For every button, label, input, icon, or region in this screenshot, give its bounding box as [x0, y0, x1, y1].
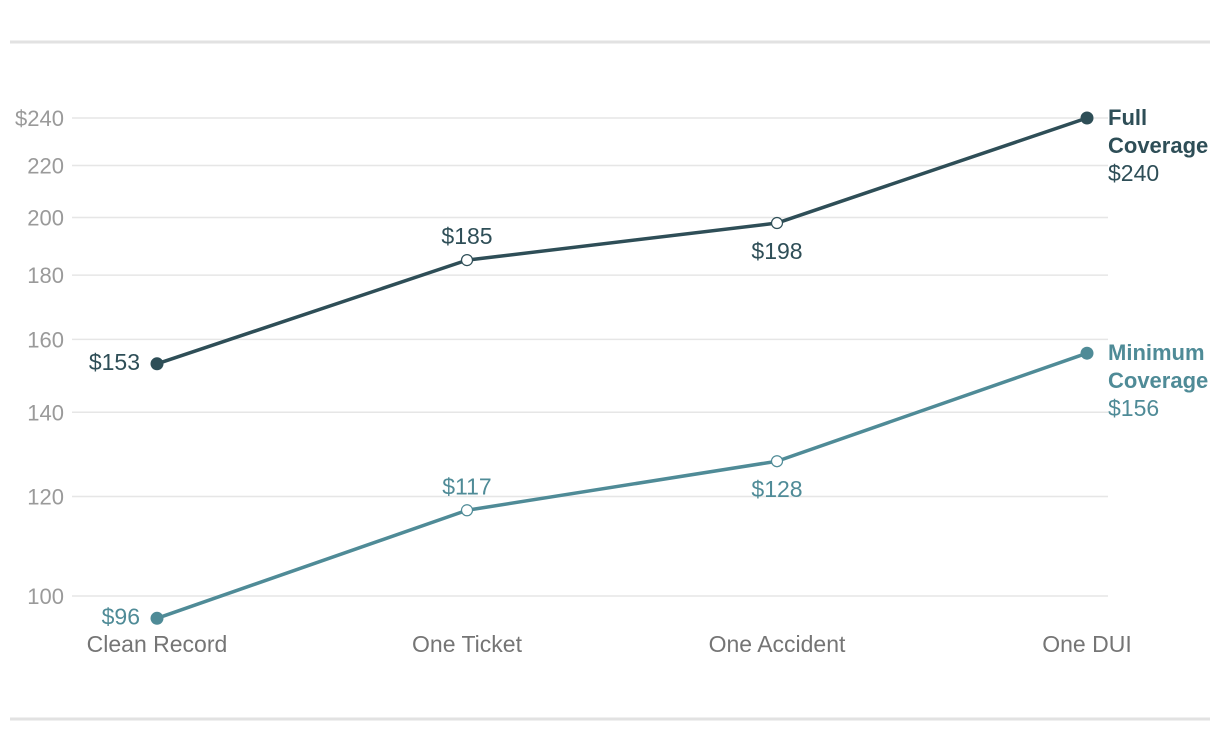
series-name: Coverage: [1108, 368, 1208, 393]
series-end-value: $240: [1108, 160, 1159, 186]
x-category-label: Clean Record: [87, 631, 228, 657]
y-tick-label: 200: [27, 206, 64, 231]
series-name: Coverage: [1108, 133, 1208, 158]
data-label: $96: [102, 603, 140, 629]
series-end-value: $156: [1108, 395, 1159, 421]
data-label: $117: [442, 473, 491, 499]
data-point: [460, 254, 474, 267]
series-name: Minimum: [1108, 340, 1205, 365]
y-axis-ticks: 100 120 140 160 180 200 220 $240: [15, 106, 64, 609]
series-group: [150, 111, 1094, 625]
y-tick-label: 140: [27, 400, 64, 425]
data-point: [1080, 111, 1094, 125]
y-tick-label: 120: [27, 484, 64, 509]
x-category-label: One Accident: [709, 631, 846, 657]
x-axis-categories: Clean Record One Ticket One Accident One DU…: [87, 631, 1132, 657]
data-point: [770, 216, 784, 230]
y-tick-label: 220: [27, 154, 64, 179]
x-category-label: One DUI: [1042, 631, 1131, 657]
data-point: [150, 611, 164, 625]
y-tick-label: 100: [27, 584, 64, 609]
gridlines: [72, 117, 1108, 597]
data-label: $153: [89, 349, 140, 375]
y-tick-label: 180: [27, 263, 64, 288]
data-label: $185: [441, 223, 492, 249]
data-point: [770, 455, 784, 468]
data-label: $198: [751, 238, 802, 264]
series-name: Full: [1108, 105, 1147, 130]
series-line: [155, 351, 1089, 621]
data-label: $128: [751, 476, 802, 502]
y-tick-label: $240: [15, 106, 64, 131]
series-line: [155, 116, 1089, 366]
x-category-label: One Ticket: [412, 631, 523, 657]
data-point: [460, 504, 474, 517]
data-point: [150, 357, 164, 371]
y-tick-label: 160: [27, 327, 64, 352]
data-point: [1080, 346, 1094, 360]
data-labels: $153 $185 $198 $96 $117 $128: [89, 223, 803, 629]
